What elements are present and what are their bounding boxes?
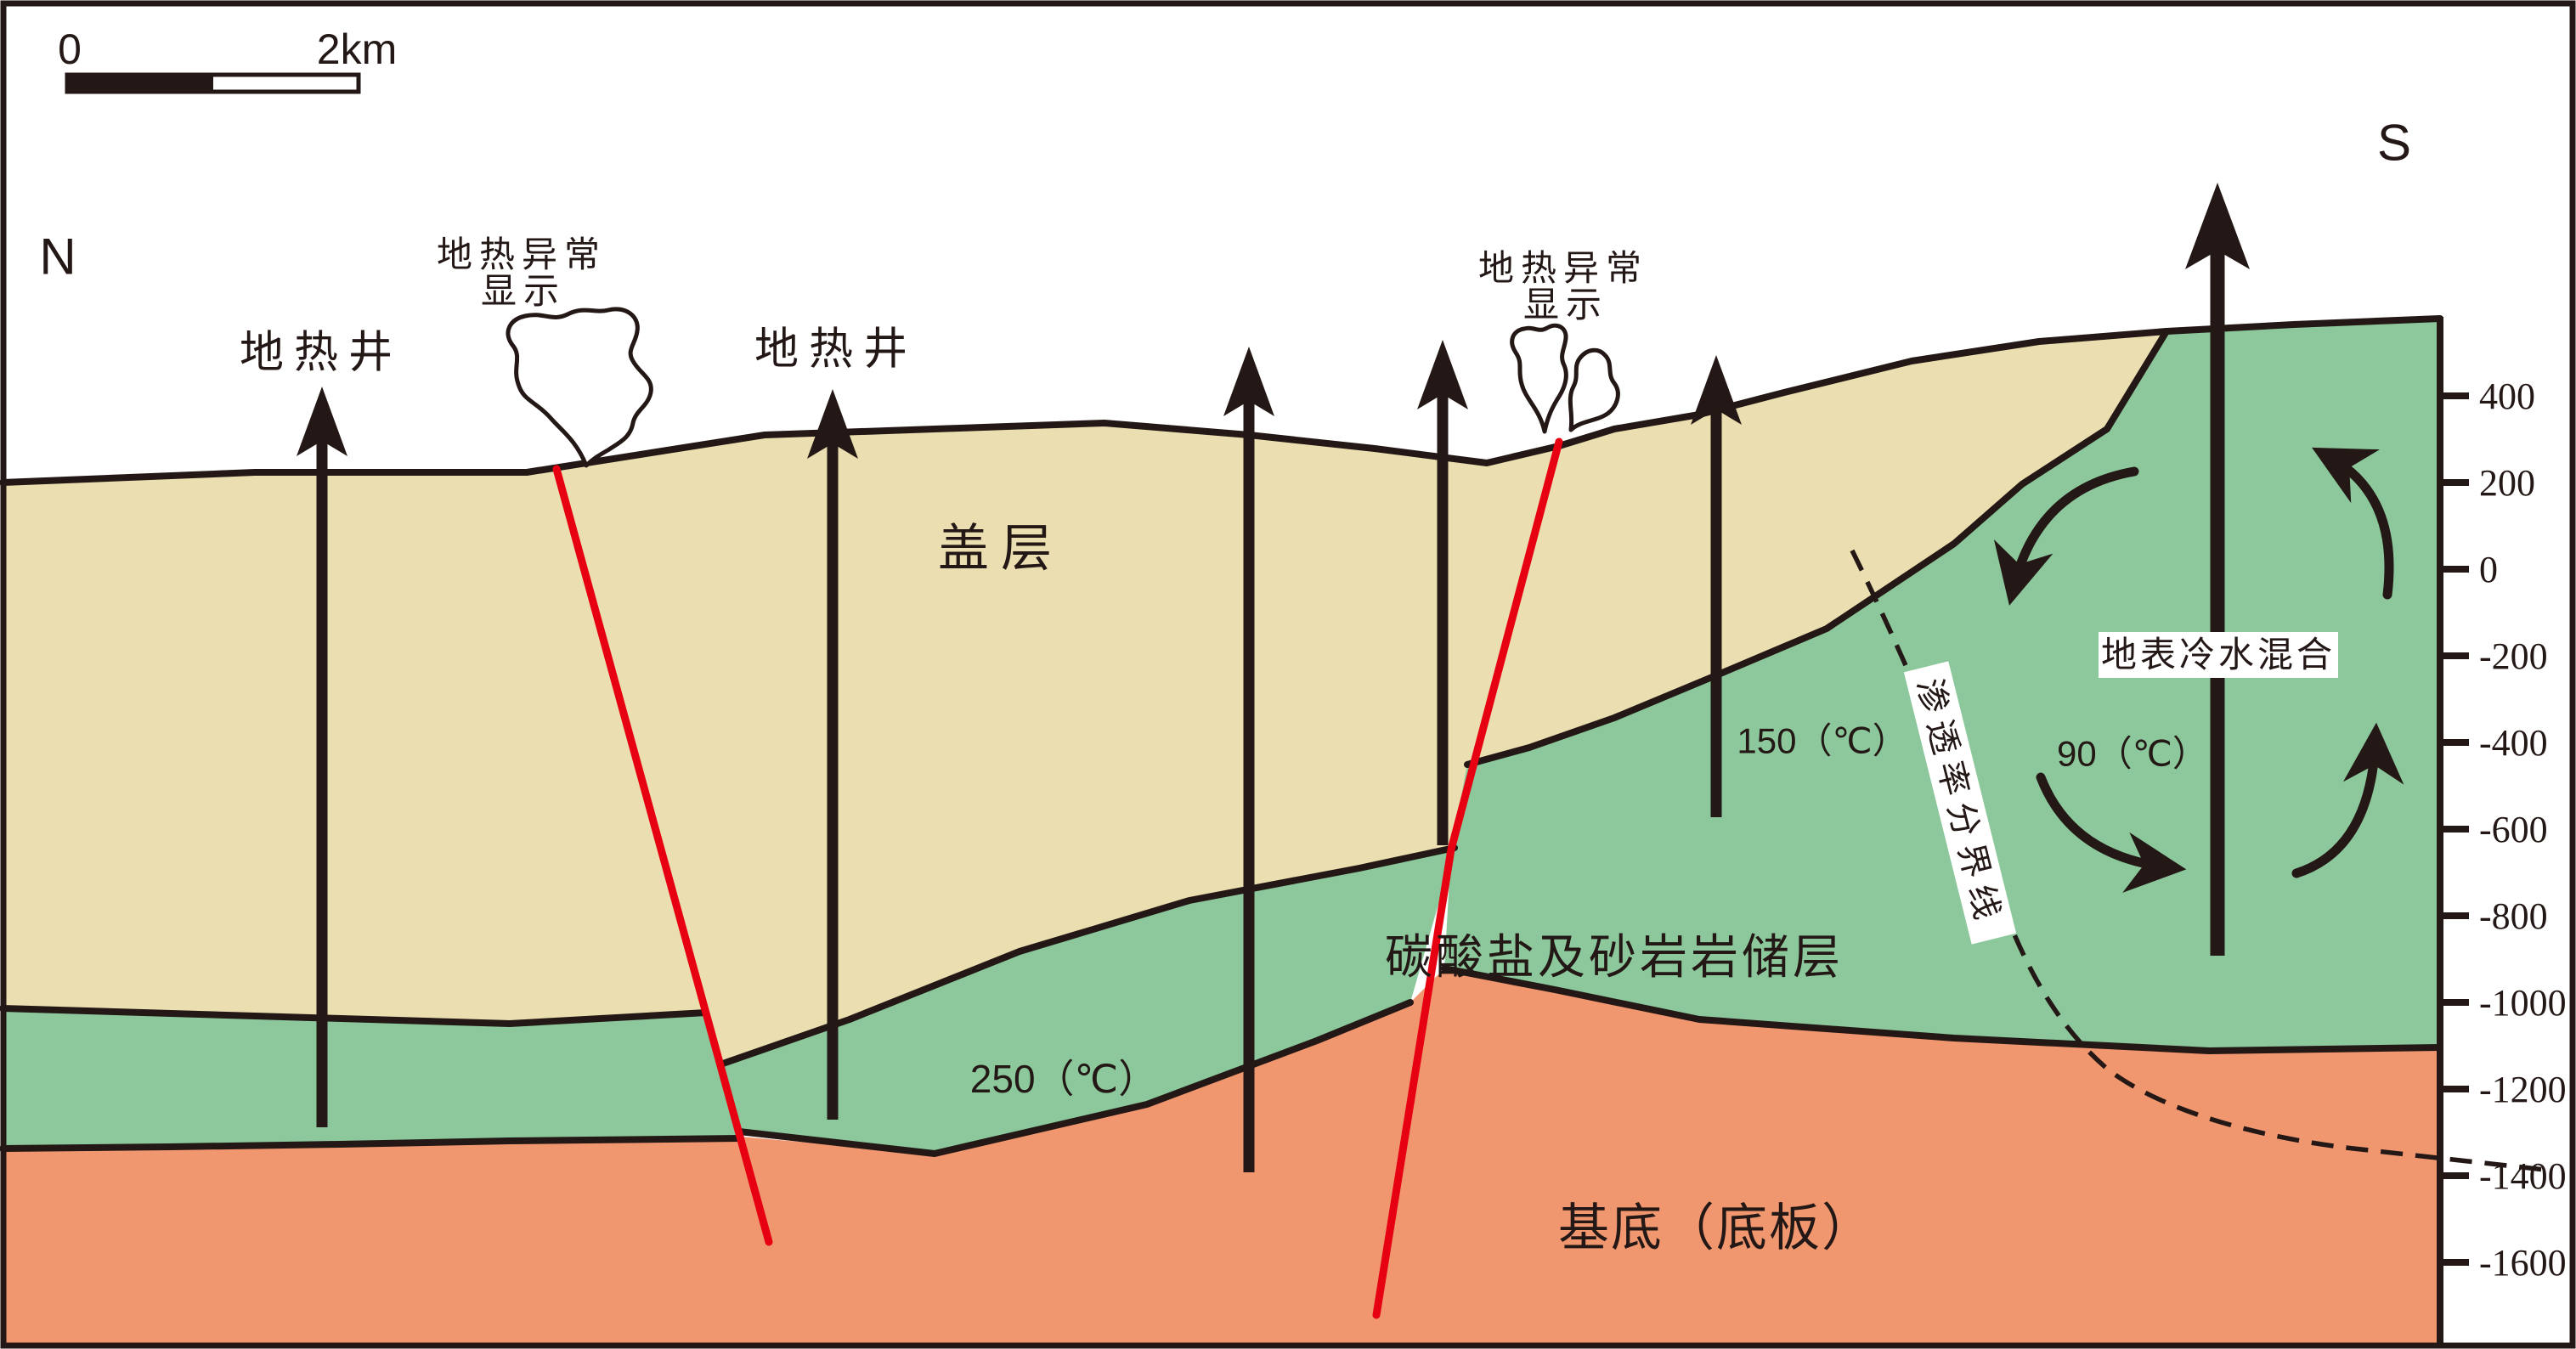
circulation-arrow-upper-left-icon xyxy=(1993,466,2139,606)
cold-water-mixing-text: 地表冷水混合 xyxy=(2101,636,2336,675)
well-arrow-icon xyxy=(1691,355,1742,817)
scale-end-label: 2km xyxy=(317,25,397,73)
reservoir-basement-boundary xyxy=(1441,965,2443,1054)
middle-strip-bottom-boundary xyxy=(736,999,1414,1157)
reservoir-middle-strip xyxy=(720,848,1455,1154)
anomaly-label-1-line1: 地热异常 xyxy=(437,236,607,275)
tick-label: -800 xyxy=(2479,895,2548,937)
basement-label: 基底（底板） xyxy=(1558,1200,1874,1256)
fault-line-south xyxy=(1372,437,1563,1319)
anomaly-label-2-line2: 显示 xyxy=(1523,286,1608,325)
temp-150-label: 150（℃） xyxy=(1737,721,1907,761)
geothermal-anomaly-blob-icon xyxy=(506,307,653,468)
scale-start-label: 0 xyxy=(58,25,82,73)
tick-label: 200 xyxy=(2479,462,2535,504)
fault-line-north xyxy=(552,465,773,1246)
cold-water-mixing-label: 地表冷水混合 xyxy=(2099,632,2338,678)
temp-90-label: 90（℃） xyxy=(2057,734,2208,774)
reservoir-label: 碳酸盐及砂岩岩储层 xyxy=(1385,932,1844,985)
basement-layer xyxy=(3,968,2440,1345)
caprock-layer xyxy=(3,331,2166,1064)
tick-label: -1200 xyxy=(2479,1069,2567,1110)
faults xyxy=(552,437,1563,1319)
map-scale-bar: 0 2km xyxy=(58,25,397,94)
anomaly-label-2-line1: 地热异常 xyxy=(1478,250,1648,289)
tick-label: -1400 xyxy=(2479,1155,2567,1197)
temp-250-label: 250（℃） xyxy=(970,1057,1157,1101)
caprock-reservoir-unconformity xyxy=(1464,328,2170,768)
tick-label: -600 xyxy=(2479,809,2548,850)
well-arrow-icon xyxy=(297,387,347,1127)
circulation-arrows xyxy=(1993,447,2404,893)
reservoir-left-strip xyxy=(3,1008,741,1149)
well-arrow-icon xyxy=(1223,347,1274,1172)
geothermal-anomaly-blob-icon xyxy=(1568,347,1620,432)
well-arrow-icon xyxy=(807,389,858,1120)
geothermal-anomaly-blob-icon xyxy=(1510,323,1568,434)
circulation-arrow-upper-right-icon xyxy=(2312,447,2394,600)
terrain-surface-line xyxy=(0,315,2443,486)
anomaly-outlines xyxy=(506,307,1620,468)
tick-label: 400 xyxy=(2479,375,2535,417)
tick-label: 0 xyxy=(2479,549,2498,590)
tick-label: -1600 xyxy=(2479,1242,2567,1284)
well-arrow-icon xyxy=(1417,340,1468,845)
tick-label: -1000 xyxy=(2479,982,2567,1024)
tick-label: -200 xyxy=(2479,635,2548,677)
south-label: S xyxy=(2377,115,2411,172)
north-label: N xyxy=(39,229,76,285)
circulation-arrow-lower-right-icon xyxy=(2291,722,2404,878)
tick-label: -400 xyxy=(2479,722,2548,764)
geothermal-wells xyxy=(297,183,2250,1172)
well-label-2: 地热井 xyxy=(754,326,918,375)
circulation-arrow-lower-left-icon xyxy=(2036,772,2187,893)
caprock-label: 盖层 xyxy=(938,521,1064,577)
left-strip-top-boundary xyxy=(0,1005,709,1027)
left-strip-bottom-boundary xyxy=(0,1135,744,1152)
well-arrow-icon-large xyxy=(2185,183,2250,956)
well-label-1: 地热井 xyxy=(240,330,403,378)
anomaly-label-1-line2: 显示 xyxy=(481,273,566,312)
depth-scale: 400 200 0 -200 -400 -600 -800 -1000 -120… xyxy=(2437,317,2567,1345)
scale-bar-solid-half xyxy=(67,75,213,92)
